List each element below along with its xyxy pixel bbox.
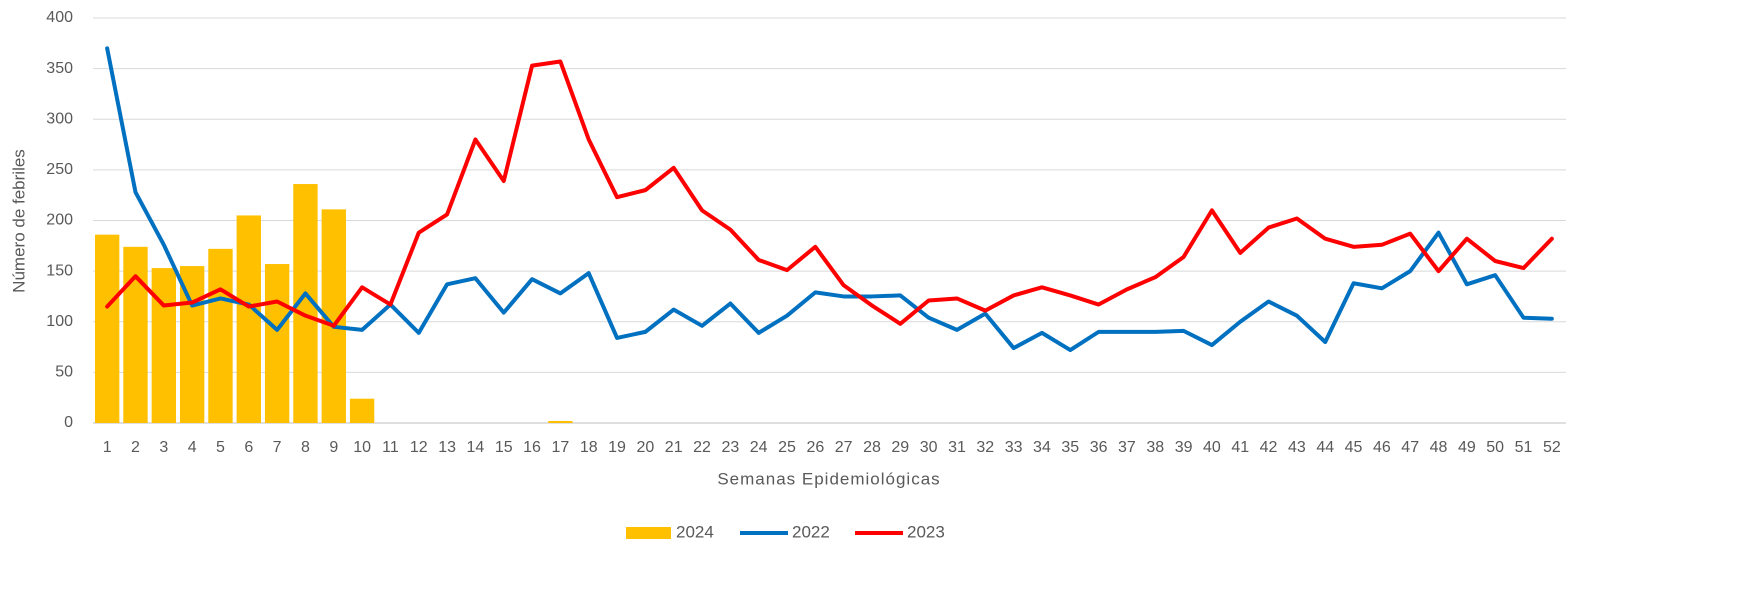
x-tick-label: 52: [1543, 439, 1561, 456]
x-tick-label: 46: [1373, 439, 1391, 456]
x-tick-label: 24: [750, 439, 768, 456]
x-tick-label: 20: [636, 439, 654, 456]
x-tick-label: 15: [495, 439, 513, 456]
x-tick-label: 4: [188, 439, 197, 456]
x-tick-label: 21: [665, 439, 683, 456]
x-tick-label: 26: [806, 439, 824, 456]
y-tick-label: 300: [46, 110, 73, 127]
x-tick-label: 40: [1203, 439, 1221, 456]
x-tick-label: 49: [1458, 439, 1476, 456]
x-tick-label: 7: [273, 439, 282, 456]
x-tick-label: 29: [891, 439, 909, 456]
bar: [264, 264, 290, 423]
legend-label: 2022: [792, 522, 830, 541]
bar: [349, 398, 375, 423]
x-tick-label: 34: [1033, 439, 1051, 456]
x-tick-label: 22: [693, 439, 711, 456]
x-tick-label: 45: [1345, 439, 1363, 456]
line: [105, 46, 1554, 353]
y-tick-label: 350: [46, 60, 73, 77]
x-tick-label: 13: [438, 439, 456, 456]
x-tick-label: 17: [551, 439, 569, 456]
x-tick-label: 44: [1316, 439, 1334, 456]
x-tick-label: 18: [580, 439, 598, 456]
x-tick-label: 28: [863, 439, 881, 456]
x-tick-label: 3: [159, 439, 168, 456]
x-tick-label: 5: [216, 439, 225, 456]
x-tick-label: 39: [1175, 439, 1193, 456]
x-axis-title: Semanas Epidemiológicas: [717, 469, 940, 488]
legend-label: 2023: [907, 522, 945, 541]
x-tick-label: 19: [608, 439, 626, 456]
x-tick-label: 32: [976, 439, 994, 456]
x-tick-label: 35: [1061, 439, 1079, 456]
x-tick-label: 8: [301, 439, 310, 456]
legend-label: 2024: [676, 522, 714, 541]
x-tick-label: 16: [523, 439, 541, 456]
x-tick-label: 38: [1146, 439, 1164, 456]
y-axis-title: Número de febriles: [9, 149, 28, 293]
y-tick-label: 0: [64, 414, 73, 431]
bar: [123, 246, 148, 423]
x-tick-label: 6: [244, 439, 253, 456]
bar: [236, 215, 261, 423]
x-tick-label: 9: [329, 439, 338, 456]
x-tick-label: 11: [382, 439, 399, 456]
x-tick-label: 30: [920, 439, 938, 456]
x-tick-label: 43: [1288, 439, 1306, 456]
bar: [548, 420, 573, 423]
x-tick-label: 2: [131, 439, 140, 456]
bar: [94, 234, 120, 423]
x-tick-label: 12: [410, 439, 428, 456]
x-tick-label: 51: [1515, 439, 1533, 456]
line: [105, 59, 1554, 328]
y-tick-label: 200: [46, 212, 73, 229]
x-tick-label: 10: [353, 439, 371, 456]
x-tick-label: 27: [835, 439, 853, 456]
y-tick-label: 100: [46, 313, 73, 330]
x-tick-label: 23: [721, 439, 739, 456]
x-tick-label: 50: [1486, 439, 1504, 456]
x-tick-label: 41: [1231, 439, 1249, 456]
y-tick-label: 400: [46, 9, 73, 26]
y-tick-label: 250: [46, 161, 73, 178]
x-tick-label: 48: [1430, 439, 1448, 456]
x-tick-label: 36: [1090, 439, 1108, 456]
x-tick-label: 47: [1401, 439, 1419, 456]
x-tick-label: 37: [1118, 439, 1136, 456]
x-tick-label: 33: [1005, 439, 1023, 456]
legend-swatch: [626, 527, 671, 539]
bar: [208, 248, 233, 423]
x-tick-label: 42: [1260, 439, 1278, 456]
x-tick-label: 31: [948, 439, 966, 456]
bar: [151, 268, 176, 423]
y-tick-label: 150: [46, 262, 73, 279]
x-tick-label: 25: [778, 439, 796, 456]
x-tick-label: 1: [103, 439, 112, 456]
y-tick-label: 50: [55, 364, 73, 381]
x-tick-label: 14: [467, 439, 485, 456]
